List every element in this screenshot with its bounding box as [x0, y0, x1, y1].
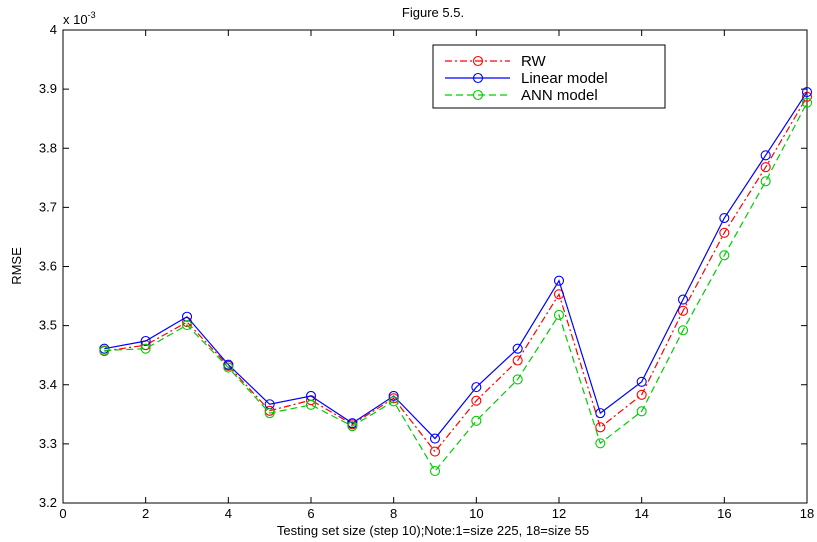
data-point [512, 374, 523, 385]
y-tick-label: 3.7 [39, 199, 57, 214]
legend-item: RW [445, 53, 547, 70]
data-point [429, 466, 441, 477]
data-point [677, 294, 689, 305]
legend-marker [472, 89, 484, 101]
data-point [801, 97, 813, 108]
legend-marker [472, 72, 484, 84]
data-point [636, 406, 647, 417]
x-tick-label: 10 [469, 506, 483, 521]
data-point [553, 275, 565, 286]
series-ann-model [99, 97, 813, 477]
data-point [595, 408, 606, 419]
y-tick-label: 3.4 [39, 377, 57, 392]
data-point [801, 87, 813, 98]
x-tick-label: 14 [634, 506, 648, 521]
y-tick-label: 3.8 [39, 140, 57, 155]
data-point [719, 227, 730, 238]
y-tick-label: 3.2 [39, 495, 57, 510]
series-line [104, 91, 808, 440]
data-point [471, 415, 482, 426]
data-point [140, 343, 151, 354]
data-point [760, 162, 771, 173]
x-tick-label: 0 [59, 506, 66, 521]
svg-text:x 10-3: x 10-3 [63, 10, 96, 27]
data-point [553, 309, 565, 321]
data-point [305, 399, 317, 410]
data-point [388, 396, 399, 407]
data-point [512, 355, 523, 366]
y-tick-label: 4 [50, 22, 57, 37]
data-point [719, 212, 730, 224]
legend-label: RW [521, 53, 547, 70]
series-rw [99, 91, 813, 457]
y-tick-label: 3.6 [39, 259, 57, 274]
x-tick-label: 6 [307, 506, 314, 521]
data-point [264, 408, 275, 419]
data-point [429, 446, 441, 457]
data-point [760, 150, 771, 161]
data-point [99, 345, 110, 356]
data-point [471, 395, 482, 406]
data-point [347, 421, 358, 432]
x-axis-label: Testing set size (step 10);Note:1=size 2… [277, 523, 589, 538]
y-axis-label: RMSE [9, 247, 24, 285]
legend-label: Linear model [521, 70, 608, 87]
axis-ticks: 0 2 4 6 8 10 12 14 16 18 3.2 3.3 3.4 3.5 3.6 3.7 3.8 3.9 4 [39, 22, 814, 521]
x-tick-label: 16 [717, 506, 731, 521]
data-point [429, 433, 441, 444]
series-layer [99, 87, 813, 477]
series-line [104, 102, 808, 473]
data-point [223, 362, 234, 373]
data-point [595, 422, 606, 433]
y-exponent-power: -3 [88, 10, 96, 20]
x-tick-label: 18 [800, 506, 814, 521]
y-tick-label: 3.9 [39, 81, 57, 96]
data-point [223, 359, 234, 370]
chart-title: Figure 5.5. [402, 5, 464, 20]
data-point [760, 176, 771, 187]
legend-label: ANN model [521, 87, 598, 104]
x-tick-label: 2 [142, 506, 149, 521]
legend-box [432, 44, 666, 109]
x-tick-label: 12 [552, 506, 566, 521]
data-point [595, 438, 606, 449]
y-tick-label: 3.3 [39, 436, 57, 451]
data-point [719, 250, 730, 261]
data-point [140, 335, 151, 347]
data-point [512, 343, 523, 354]
series-linear-model [99, 87, 813, 444]
data-point [677, 305, 689, 316]
data-point [636, 389, 647, 400]
y-exponent-base: x 10 [63, 12, 88, 27]
y-tick-label: 3.5 [39, 318, 57, 333]
x-tick-label: 4 [225, 506, 232, 521]
legend-item: ANN model [445, 87, 598, 104]
data-point [471, 382, 482, 393]
data-point [677, 325, 689, 336]
data-point [636, 376, 647, 387]
data-point [388, 390, 399, 402]
data-point [181, 319, 193, 331]
series-line [104, 96, 808, 453]
x-tick-label: 8 [390, 506, 397, 521]
legend-marker [472, 55, 484, 67]
data-point [181, 311, 193, 322]
data-point [264, 405, 275, 416]
legend-item: Linear model [445, 70, 608, 87]
y-exponent-label: x 10-3 [63, 10, 96, 27]
